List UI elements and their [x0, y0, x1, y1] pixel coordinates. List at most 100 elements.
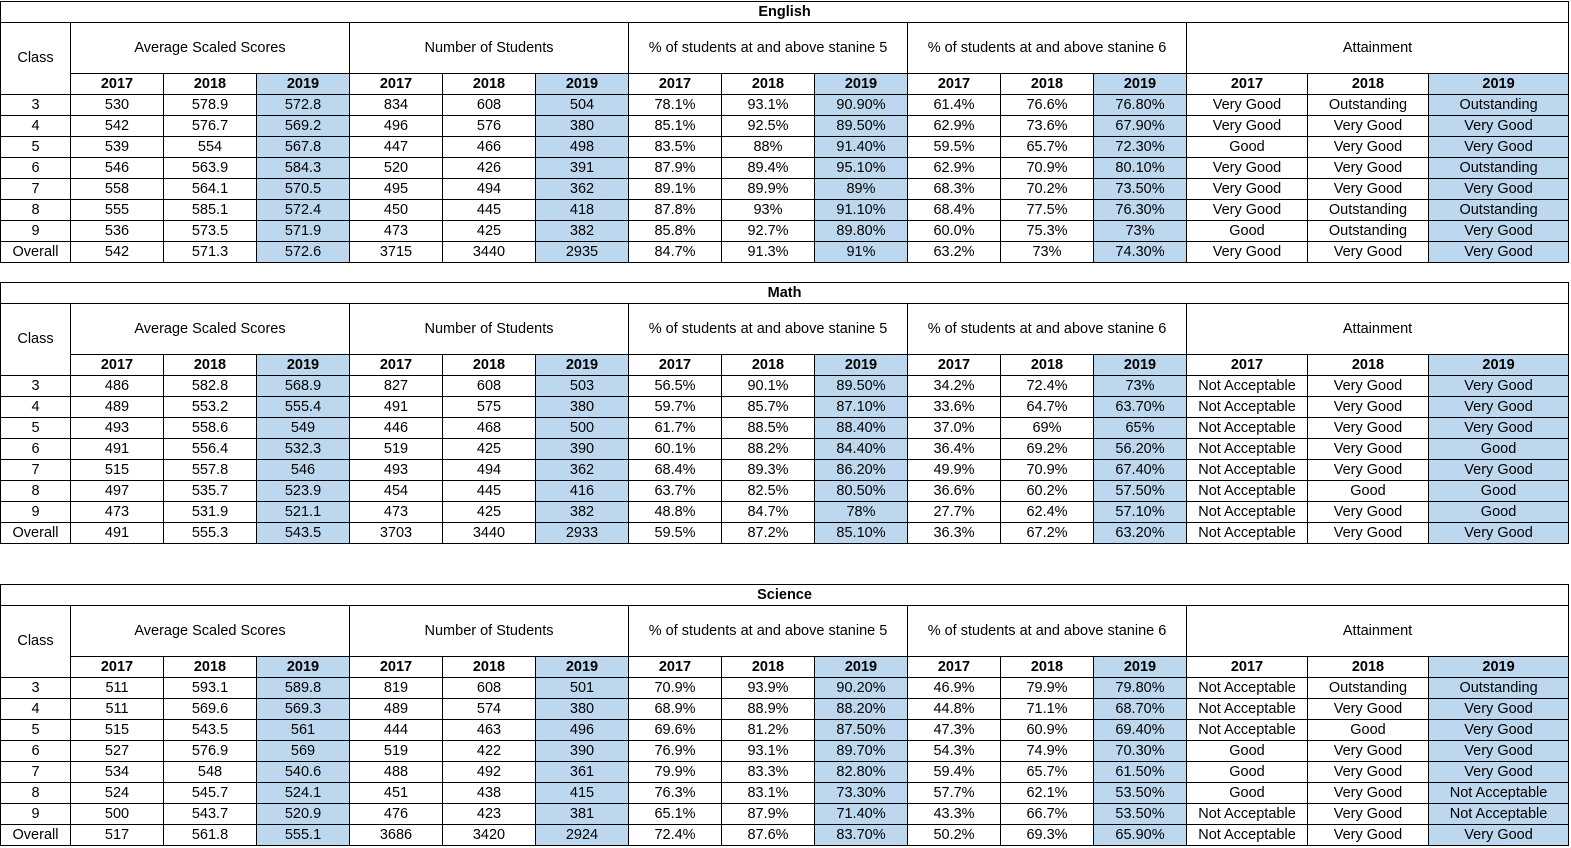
table-cell: Very Good [1186, 115, 1308, 137]
table-cell: 416 [535, 480, 629, 502]
table-cell: 575 [442, 396, 536, 418]
table-cell: 92.5% [721, 115, 815, 137]
table-cell: 422 [442, 740, 536, 762]
table-cell: 574 [442, 698, 536, 720]
table-cell: 569 [256, 740, 350, 762]
table-cell: 515 [70, 459, 164, 481]
table-cell: Very Good [1307, 803, 1429, 825]
table-cell: 87.6% [721, 824, 815, 846]
table-cell: 79.80% [1093, 677, 1187, 699]
year-header: 2017 [70, 73, 164, 95]
table-cell: 88% [721, 136, 815, 158]
table-cell: 450 [349, 199, 443, 221]
table-cell: 473 [349, 501, 443, 523]
table-cell: 3440 [442, 522, 536, 544]
table-cell: 542 [70, 115, 164, 137]
table-cell: 62.1% [1000, 782, 1094, 804]
table-cell: 69.2% [1000, 438, 1094, 460]
table-cell: 79.9% [628, 761, 722, 783]
table-cell: 59.5% [907, 136, 1001, 158]
table-cell: 564.1 [163, 178, 257, 200]
year-header: 2017 [907, 656, 1001, 678]
table-cell: 65.90% [1093, 824, 1187, 846]
table-cell: 70.2% [1000, 178, 1094, 200]
table-cell: 69.6% [628, 719, 722, 741]
table-cell: 549 [256, 417, 350, 439]
table-cell: Good [1186, 740, 1308, 762]
table-cell: 827 [349, 375, 443, 397]
table-cell: 57.50% [1093, 480, 1187, 502]
table-cell: 3715 [349, 241, 443, 263]
table-cell: 501 [535, 677, 629, 699]
table-cell: 493 [70, 417, 164, 439]
table-cell: 608 [442, 375, 536, 397]
table-cell: 62.4% [1000, 501, 1094, 523]
table-cell: 91.3% [721, 241, 815, 263]
table-cell: 72.4% [1000, 375, 1094, 397]
table-row: Overall 491 555.3 543.5 3703 3440 2933 59.5% 87.… [0, 522, 1570, 544]
table-cell: 576.9 [163, 740, 257, 762]
table-cell: 572.4 [256, 199, 350, 221]
table-cell: 80.50% [814, 480, 908, 502]
table-cell: 585.1 [163, 199, 257, 221]
table-cell: 89.50% [814, 375, 908, 397]
table-cell: 444 [349, 719, 443, 741]
table-cell: 546 [70, 157, 164, 179]
table-cell: 476 [349, 803, 443, 825]
table-cell: 89% [814, 178, 908, 200]
year-header: 2018 [1000, 354, 1094, 376]
table-cell: 486 [70, 375, 164, 397]
table-cell: 520 [349, 157, 443, 179]
table-cell: Very Good [1186, 199, 1308, 221]
table-cell: Good [1427, 480, 1570, 502]
table-cell: 59.5% [628, 522, 722, 544]
class-cell: 3 [0, 677, 71, 699]
table-cell: 63.20% [1093, 522, 1187, 544]
class-cell: Overall [0, 241, 71, 263]
table-cell: 75.3% [1000, 220, 1094, 242]
table-cell: 473 [70, 501, 164, 523]
group-header: Average Scaled Scores [70, 22, 350, 74]
table-cell: 76.9% [628, 740, 722, 762]
table-cell: 89.80% [814, 220, 908, 242]
table-cell: 89.3% [721, 459, 815, 481]
table-cell: 543.5 [256, 522, 350, 544]
table-cell: 70.30% [1093, 740, 1187, 762]
class-cell: 5 [0, 719, 71, 741]
subject-title-row: Science [0, 584, 1570, 606]
table-cell: 91.10% [814, 199, 908, 221]
table-cell: 517 [70, 824, 164, 846]
subject-title: English [0, 1, 1570, 23]
table-cell: 73.50% [1093, 178, 1187, 200]
table-cell: 569.6 [163, 698, 257, 720]
table-cell: 3686 [349, 824, 443, 846]
group-header-row: Class Average Scaled Scores Number of Stud… [0, 605, 1570, 678]
table-cell: 93.1% [721, 94, 815, 116]
table-cell: 78% [814, 501, 908, 523]
group-header: Average Scaled Scores [70, 303, 350, 355]
year-header: 2018 [163, 73, 257, 95]
table-cell: 532.3 [256, 438, 350, 460]
table-row: 9 500 543.7 520.9 476 423 381 65.1% 87.9% 71.40% 4… [0, 803, 1570, 825]
year-header: 2017 [1186, 656, 1308, 678]
table-cell: 534 [70, 761, 164, 783]
table-cell: 69.3% [1000, 824, 1094, 846]
table-cell: 87.9% [628, 157, 722, 179]
table-cell: 567.8 [256, 136, 350, 158]
table-cell: 446 [349, 417, 443, 439]
table-cell: 571.9 [256, 220, 350, 242]
table-cell: 85.1% [628, 115, 722, 137]
year-header: 2019 [814, 354, 908, 376]
table-cell: 445 [442, 480, 536, 502]
table-cell: 76.30% [1093, 199, 1187, 221]
table-cell: 60.2% [1000, 480, 1094, 502]
year-header: 2018 [163, 354, 257, 376]
table-cell: 73.30% [814, 782, 908, 804]
table-cell: Very Good [1427, 824, 1570, 846]
table-cell: 569.3 [256, 698, 350, 720]
table-cell: 65.7% [1000, 761, 1094, 783]
table-cell: 548 [163, 761, 257, 783]
table-cell: 589.8 [256, 677, 350, 699]
class-cell: 7 [0, 459, 71, 481]
table-cell: 74.30% [1093, 241, 1187, 263]
